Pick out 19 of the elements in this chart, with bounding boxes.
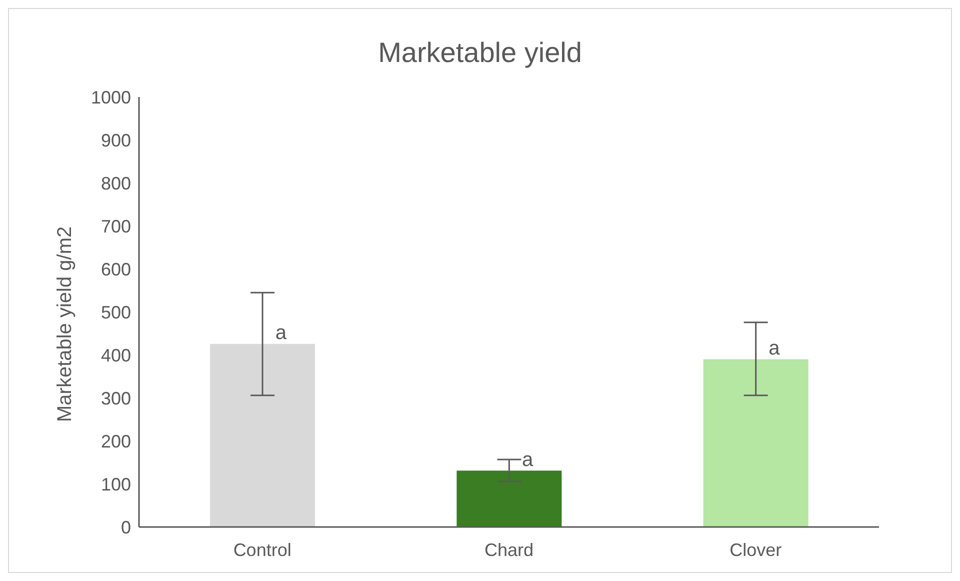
y-tick-label: 400 bbox=[100, 345, 131, 366]
y-tick-label: 1000 bbox=[90, 87, 131, 108]
y-tick-label: 0 bbox=[120, 517, 131, 538]
y-axis-title: Marketable yield g/m2 bbox=[54, 226, 76, 422]
x-tick-label: Chard bbox=[484, 540, 534, 560]
y-tick-label: 200 bbox=[100, 431, 131, 452]
y-tick-label: 600 bbox=[100, 259, 131, 280]
y-tick-label: 500 bbox=[100, 302, 131, 322]
y-tick-label: 300 bbox=[100, 388, 131, 408]
y-tick-label: 100 bbox=[100, 474, 131, 494]
y-tick-label: 700 bbox=[100, 216, 131, 236]
y-tick-label: 800 bbox=[100, 173, 131, 194]
x-tick-label: Clover bbox=[730, 540, 782, 560]
annotation: a bbox=[522, 448, 534, 471]
x-tick-label: Control bbox=[233, 540, 292, 560]
annotation: a bbox=[768, 337, 781, 360]
y-tick-label: 900 bbox=[100, 130, 131, 150]
annotation: a bbox=[275, 322, 288, 344]
chart-title: Marketable yield bbox=[377, 37, 583, 70]
